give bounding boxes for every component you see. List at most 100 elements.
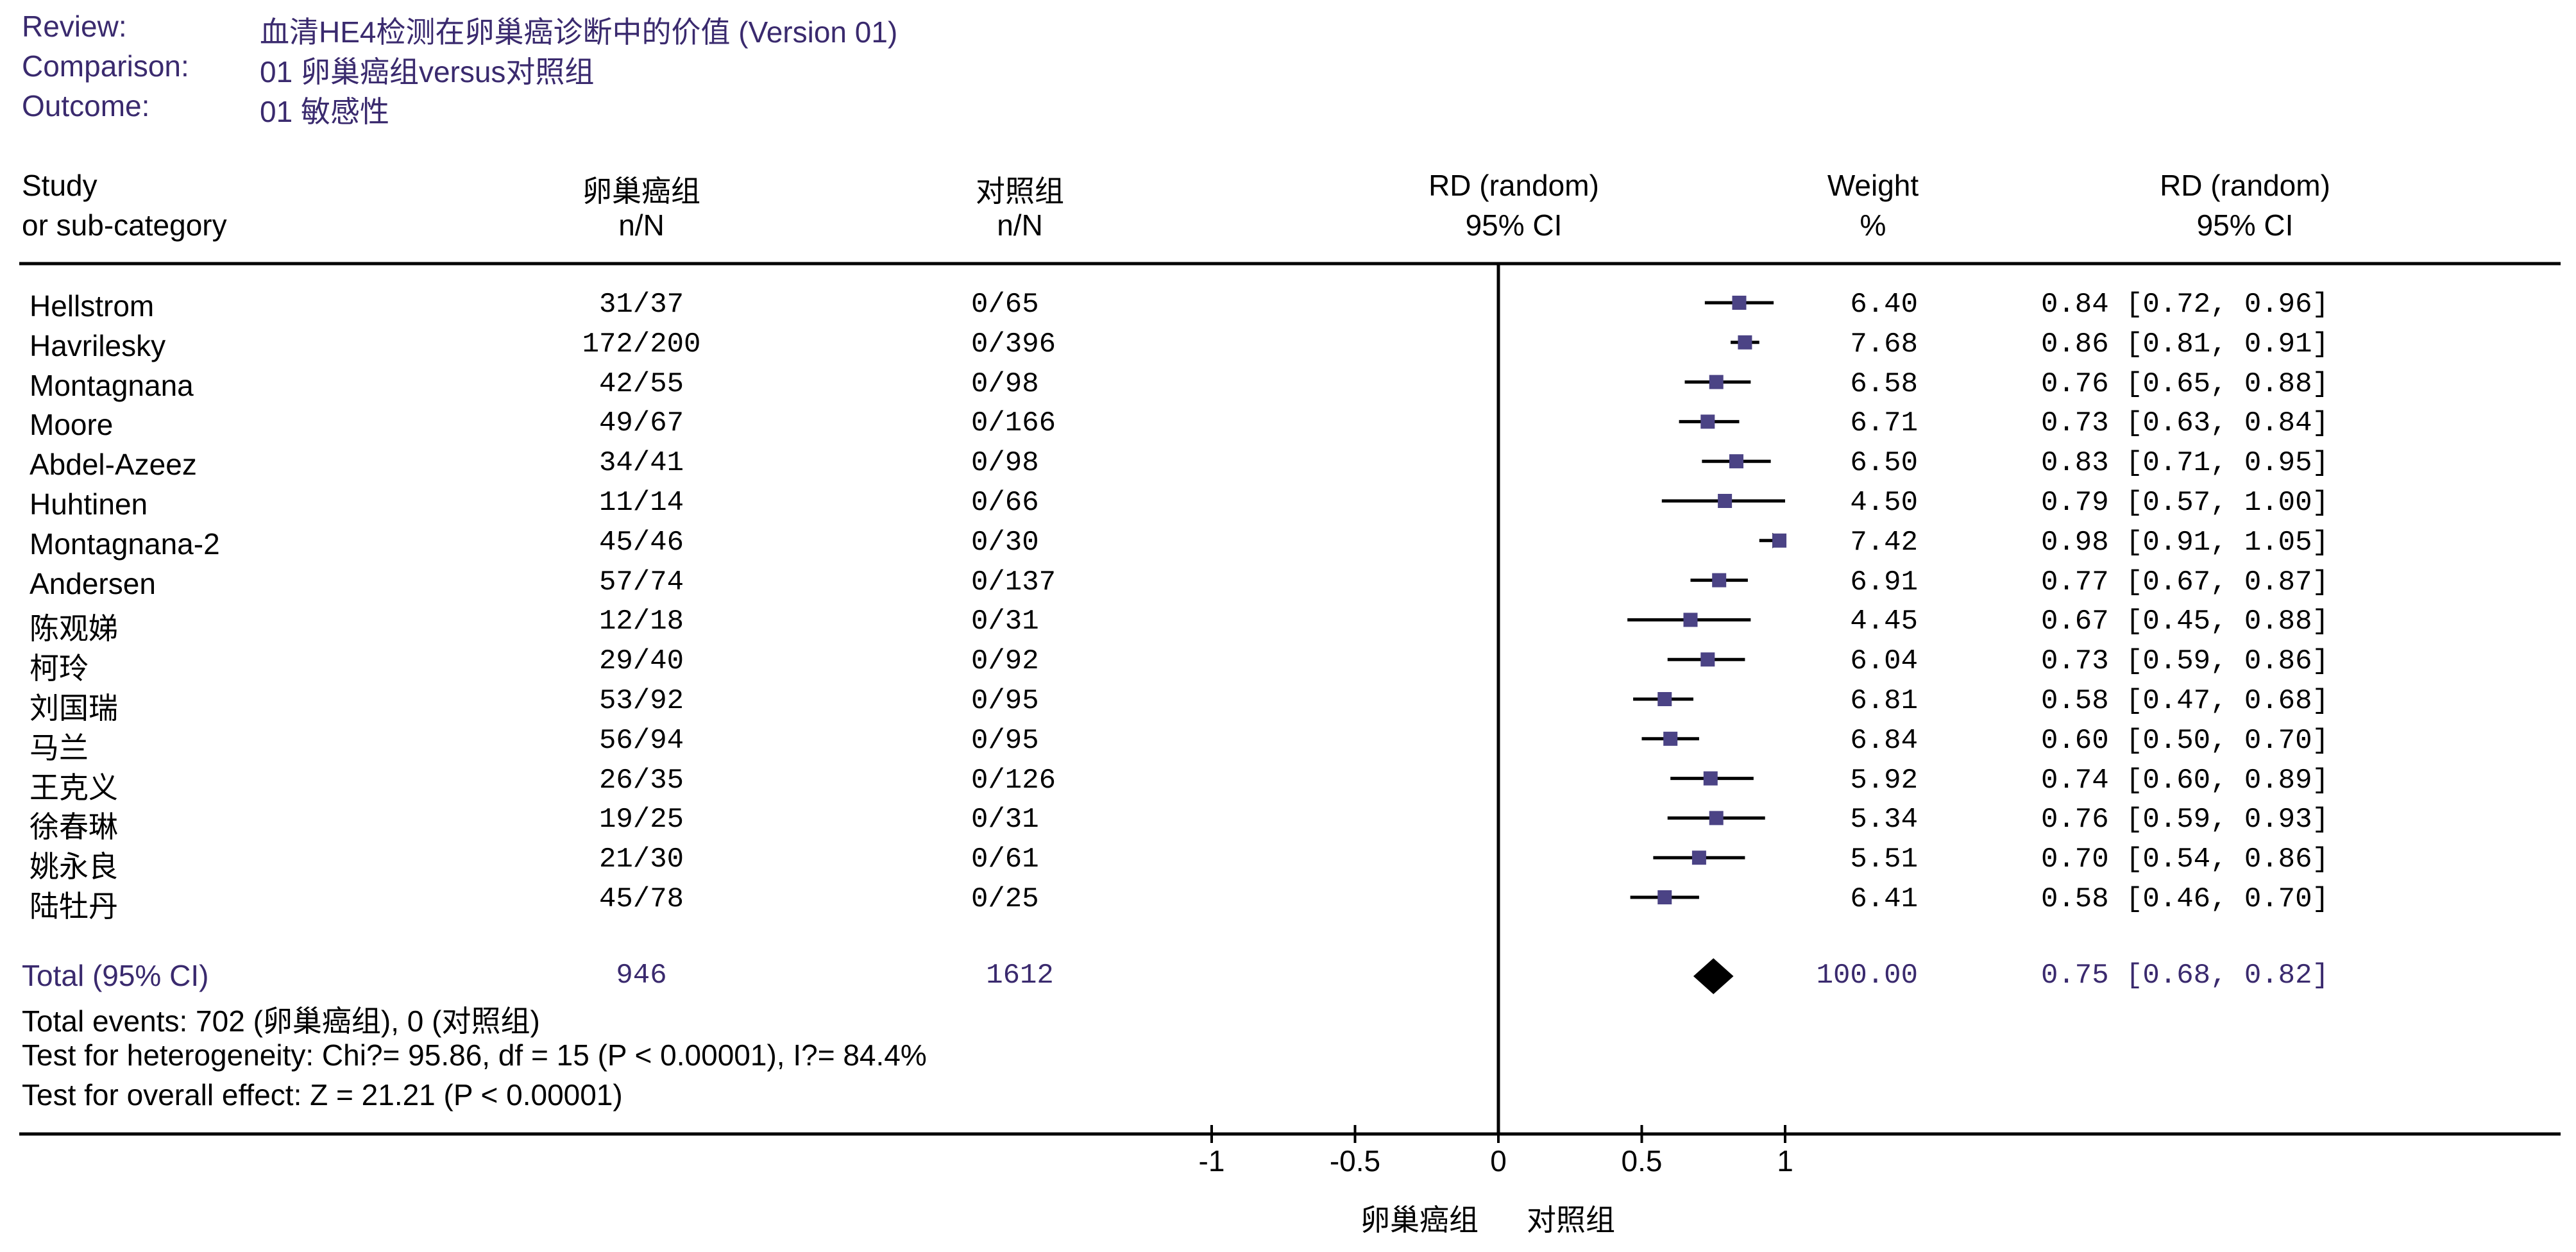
point-estimate xyxy=(1691,850,1706,865)
study-ctrl: 0/30 xyxy=(971,526,1039,559)
study-ctrl: 0/65 xyxy=(971,289,1039,321)
study-ci: 0.70 [0.54, 0.86] xyxy=(2041,843,2329,876)
total-exp: 946 xyxy=(616,960,667,992)
study-exp: 45/46 xyxy=(598,526,684,559)
study-name: 姚永良 xyxy=(30,850,118,884)
study-exp: 34/41 xyxy=(598,447,684,480)
comparison-label: Comparison: xyxy=(22,49,189,83)
study-exp: 19/25 xyxy=(598,804,684,836)
study-ctrl: 0/95 xyxy=(971,685,1039,717)
study-weight: 6.91 xyxy=(1850,566,1918,598)
study-exp: 56/94 xyxy=(598,724,684,757)
study-weight: 6.71 xyxy=(1850,407,1918,440)
point-estimate xyxy=(1732,296,1747,310)
outcome-label: Outcome: xyxy=(22,89,150,123)
study-ctrl: 0/95 xyxy=(971,724,1039,757)
study-ctrl: 0/31 xyxy=(971,804,1039,836)
study-ctrl: 0/61 xyxy=(971,843,1039,876)
overall-effect-test: Test for overall effect: Z = 21.21 (P < … xyxy=(22,1078,623,1112)
study-ctrl: 0/98 xyxy=(971,447,1039,480)
outcome-value: 01 敏感性 xyxy=(260,95,389,128)
study-name: 马兰 xyxy=(30,731,89,765)
study-weight: 5.34 xyxy=(1850,804,1918,836)
study-name: Montagnana xyxy=(30,368,194,402)
study-weight: 6.58 xyxy=(1850,368,1918,400)
header-exp-1: 卵巢癌组 xyxy=(582,174,700,208)
header-plot-1: RD (random) xyxy=(1428,169,1599,202)
study-name: Montagnana-2 xyxy=(30,527,220,561)
header-study-1: Study xyxy=(22,169,97,202)
study-weight: 6.84 xyxy=(1850,724,1918,757)
header-ci-2: 95% CI xyxy=(2196,208,2294,242)
study-weight: 4.50 xyxy=(1850,487,1918,519)
axis-tick-label: -1 xyxy=(1199,1144,1225,1178)
study-name: 陈观娣 xyxy=(30,612,118,646)
total-events: Total events: 702 (卵巢癌组), 0 (对照组) xyxy=(22,1004,540,1038)
study-name: 王克义 xyxy=(30,770,118,804)
point-estimate xyxy=(1703,771,1718,786)
study-ci: 0.73 [0.59, 0.86] xyxy=(2041,645,2329,678)
header-plot-2: 95% CI xyxy=(1465,208,1563,242)
study-ci: 0.58 [0.46, 0.70] xyxy=(2041,883,2329,915)
study-exp: 29/40 xyxy=(598,645,684,678)
point-estimate xyxy=(1712,573,1727,588)
study-weight: 6.41 xyxy=(1850,883,1918,915)
study-name: 陆牡丹 xyxy=(30,890,118,923)
study-weight: 5.92 xyxy=(1850,764,1918,797)
favours-right-label: 对照组 xyxy=(1527,1203,1615,1237)
study-ctrl: 0/166 xyxy=(971,407,1056,440)
study-ctrl: 0/66 xyxy=(971,487,1039,519)
study-exp: 26/35 xyxy=(598,764,684,797)
study-exp: 11/14 xyxy=(598,487,684,519)
study-weight: 6.40 xyxy=(1850,289,1918,321)
header-ctrl-2: n/N xyxy=(997,208,1043,242)
study-name: Havrilesky xyxy=(30,328,166,362)
point-estimate xyxy=(1772,533,1787,548)
axis-tick-label: 0 xyxy=(1490,1144,1507,1178)
study-exp: 31/37 xyxy=(598,289,684,321)
study-weight: 7.42 xyxy=(1850,526,1918,559)
heterogeneity-test: Test for heterogeneity: Chi?= 95.86, df … xyxy=(22,1038,927,1072)
study-exp: 12/18 xyxy=(598,605,684,638)
pooled-diamond xyxy=(1693,958,1734,994)
study-exp: 57/74 xyxy=(598,566,684,598)
axis-tick-label: 1 xyxy=(1777,1144,1793,1178)
study-name: Andersen xyxy=(30,566,156,600)
review-label: Review: xyxy=(22,10,127,43)
study-name: 刘国瑞 xyxy=(30,691,118,725)
point-estimate xyxy=(1729,454,1744,469)
header-weight-1: Weight xyxy=(1827,169,1919,202)
header-exp-2: n/N xyxy=(618,208,665,242)
study-ci: 0.83 [0.71, 0.95] xyxy=(2041,447,2329,480)
point-estimate xyxy=(1700,652,1715,667)
total-weight: 100.00 xyxy=(1816,960,1918,992)
study-name: Huhtinen xyxy=(30,487,148,521)
study-weight: 7.68 xyxy=(1850,328,1918,360)
total-label: Total (95% CI) xyxy=(22,959,209,992)
axis-tick-label: 0.5 xyxy=(1622,1144,1663,1178)
point-estimate xyxy=(1657,692,1672,706)
study-ctrl: 0/98 xyxy=(971,368,1039,400)
point-estimate xyxy=(1657,890,1672,904)
study-name: 徐春琳 xyxy=(30,810,118,844)
header-study-2: or sub-category xyxy=(22,208,227,242)
total-ci: 0.75 [0.68, 0.82] xyxy=(2041,960,2329,992)
study-exp: 53/92 xyxy=(598,685,684,717)
study-ci: 0.77 [0.67, 0.87] xyxy=(2041,566,2329,598)
study-ci: 0.73 [0.63, 0.84] xyxy=(2041,407,2329,440)
study-exp: 49/67 xyxy=(598,407,684,440)
favours-left-label: 卵巢癌组 xyxy=(1360,1203,1479,1237)
header-ci-1: RD (random) xyxy=(2160,169,2330,202)
study-ci: 0.84 [0.72, 0.96] xyxy=(2041,289,2329,321)
axis-tick-label: -0.5 xyxy=(1330,1144,1380,1178)
study-name: Abdel-Azeez xyxy=(30,448,197,482)
study-ctrl: 0/31 xyxy=(971,605,1039,638)
study-ci: 0.58 [0.47, 0.68] xyxy=(2041,685,2329,717)
study-ci: 0.67 [0.45, 0.88] xyxy=(2041,605,2329,638)
study-ci: 0.76 [0.65, 0.88] xyxy=(2041,368,2329,400)
study-ci: 0.60 [0.50, 0.70] xyxy=(2041,724,2329,757)
total-ctrl: 1612 xyxy=(986,960,1054,992)
header-weight-2: % xyxy=(1860,208,1886,242)
study-weight: 6.50 xyxy=(1850,447,1918,480)
study-ci: 0.79 [0.57, 1.00] xyxy=(2041,487,2329,519)
